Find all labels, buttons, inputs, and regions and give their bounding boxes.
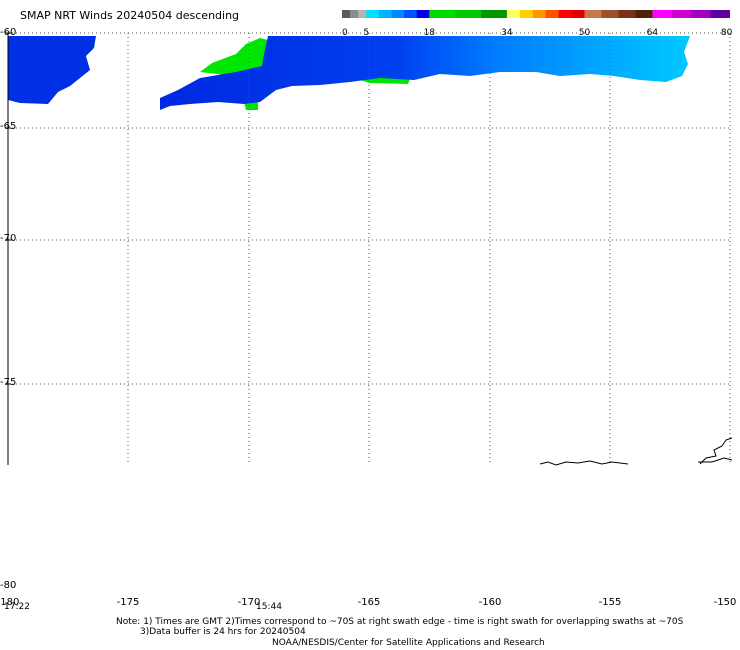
colorbar-swatch: [532, 10, 547, 18]
colorbar-swatch: [350, 10, 359, 18]
colorbar-scale: [342, 10, 731, 18]
colorbar-swatch: [558, 10, 573, 18]
colorbar-swatch: [429, 10, 456, 18]
colorbar-swatch: [691, 10, 712, 18]
colorbar-tick-label: 18: [423, 28, 436, 38]
time-label-center: 15:44: [256, 602, 282, 612]
longitude-label: -160: [478, 597, 502, 608]
colorbar-swatch: [635, 10, 653, 18]
colorbar-swatch: [571, 10, 585, 18]
colorbar-tick-label: 34: [501, 28, 513, 38]
longitude-label: -175: [116, 597, 140, 608]
longitude-label: -155: [598, 597, 622, 608]
latitude-label: -70: [0, 233, 17, 244]
longitude-label: -170: [237, 597, 261, 608]
colorbar-swatch: [519, 10, 534, 18]
colorbar-swatch: [506, 10, 521, 18]
latitude-label: -60: [0, 27, 17, 38]
wind-swath-left: [8, 36, 96, 104]
colorbar-swatch: [366, 10, 380, 18]
colorbar-swatch: [358, 10, 367, 18]
colorbar-swatch: [710, 10, 731, 18]
map-title: SMAP NRT Winds 20240504 descending: [20, 9, 240, 22]
colorbar-tick-label: 5: [363, 28, 370, 38]
footnote-credit: NOAA/NESDIS/Center for Satellite Applica…: [272, 638, 545, 648]
wind-swath-green-patch: [200, 38, 272, 75]
colorbar-swatch: [416, 10, 430, 18]
colorbar-swatch: [404, 10, 418, 18]
longitude-label: -165: [357, 597, 381, 608]
footnote-line-1: Note: 1) Times are GMT 2)Times correspon…: [116, 617, 684, 627]
latitude-label: -75: [0, 377, 17, 388]
longitude-label: -150: [713, 597, 737, 608]
map-frame: [5, 32, 11, 465]
colorbar-swatch: [481, 10, 508, 18]
colorbar-swatch: [584, 10, 602, 18]
footnote-line-2: 3)Data buffer is 24 hrs for 20240504: [140, 627, 306, 637]
colorbar-swatch: [545, 10, 560, 18]
wind-swath-main: [160, 36, 690, 110]
colorbar-swatch: [652, 10, 673, 18]
latitude-label: -65: [0, 121, 17, 132]
colorbar-swatch: [618, 10, 636, 18]
colorbar-swatch: [342, 10, 351, 18]
colorbar-swatch: [601, 10, 619, 18]
time-label-left: 17:22: [4, 602, 30, 612]
grid-lines: [8, 32, 731, 465]
colorbar-swatch: [671, 10, 692, 18]
colorbar-tick-label: 80: [720, 28, 733, 38]
latitude-label: -80: [0, 580, 17, 591]
longitude-label: -180: [0, 597, 20, 608]
antarctic-coastline: [539, 437, 733, 466]
colorbar-swatch: [378, 10, 392, 18]
colorbar-swatch: [455, 10, 482, 18]
colorbar-swatch: [391, 10, 405, 18]
